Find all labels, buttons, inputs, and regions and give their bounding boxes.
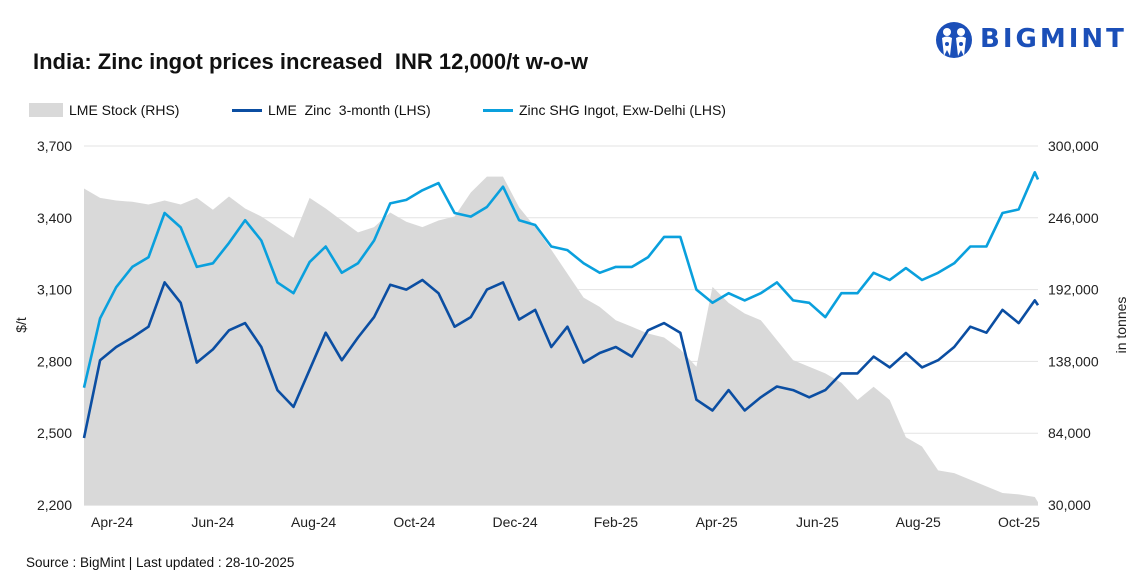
y-tick-label-left: 2,800 — [37, 353, 72, 369]
x-tick-label: Jun-24 — [191, 514, 234, 530]
series-area-lme-stock — [84, 176, 1038, 505]
bigmint-logo: BIGMINT — [934, 18, 1124, 62]
legend-item-lme-zinc: LME Zinc 3-month (LHS) — [232, 101, 431, 119]
chart-title: India: Zinc ingot prices increased INR 1… — [33, 49, 589, 74]
legend-label: LME Zinc 3-month (LHS) — [268, 102, 431, 118]
x-tick-label: Oct-25 — [998, 514, 1040, 530]
x-tick-label: Oct-24 — [393, 514, 435, 530]
y-tick-label-left: 3,400 — [37, 210, 72, 226]
y-tick-label-right: 192,000 — [1048, 282, 1099, 298]
y-axis-label-left: $/t — [13, 317, 29, 333]
legend-label: Zinc SHG Ingot, Exw-Delhi (LHS) — [519, 102, 726, 118]
y-axis-label-right: in tonnes — [1113, 297, 1129, 354]
y-tick-label-right: 138,000 — [1048, 353, 1099, 369]
logo-text: BIGMINT — [980, 24, 1127, 54]
x-tick-label: Apr-24 — [91, 514, 133, 530]
legend-swatch-area — [29, 103, 63, 117]
y-tick-label-right: 300,000 — [1048, 138, 1099, 154]
series-line-zinc-shg — [82, 171, 1040, 388]
y-tick-label-left: 3,700 — [37, 138, 72, 154]
x-tick-label: Apr-25 — [696, 514, 738, 530]
x-tick-label: Dec-24 — [493, 514, 538, 530]
y-tick-label-right: 30,000 — [1048, 497, 1091, 513]
legend-label: LME Stock (RHS) — [69, 102, 180, 118]
x-tick-label: Aug-25 — [896, 514, 941, 530]
legend-swatch-line — [232, 108, 262, 112]
legend-item-zinc-shg: Zinc SHG Ingot, Exw-Delhi (LHS) — [483, 101, 726, 119]
legend-item-lme-stock: LME Stock (RHS) — [29, 101, 179, 119]
x-tick-label: Aug-24 — [291, 514, 336, 530]
y-tick-label-left: 2,200 — [37, 497, 72, 513]
source-note: Source : BigMint | Last updated : 28-10-… — [26, 555, 295, 570]
series-line-lme-zinc — [82, 278, 1040, 439]
legend-swatch-line — [483, 108, 513, 112]
y-tick-label-left: 3,100 — [37, 282, 72, 298]
logo-people-icon — [936, 22, 972, 58]
x-tick-label: Jun-25 — [796, 514, 839, 530]
y-tick-label-right: 246,000 — [1048, 210, 1099, 226]
y-tick-label-left: 2,500 — [37, 425, 72, 441]
y-tick-label-right: 84,000 — [1048, 425, 1091, 441]
x-tick-label: Feb-25 — [594, 514, 639, 530]
